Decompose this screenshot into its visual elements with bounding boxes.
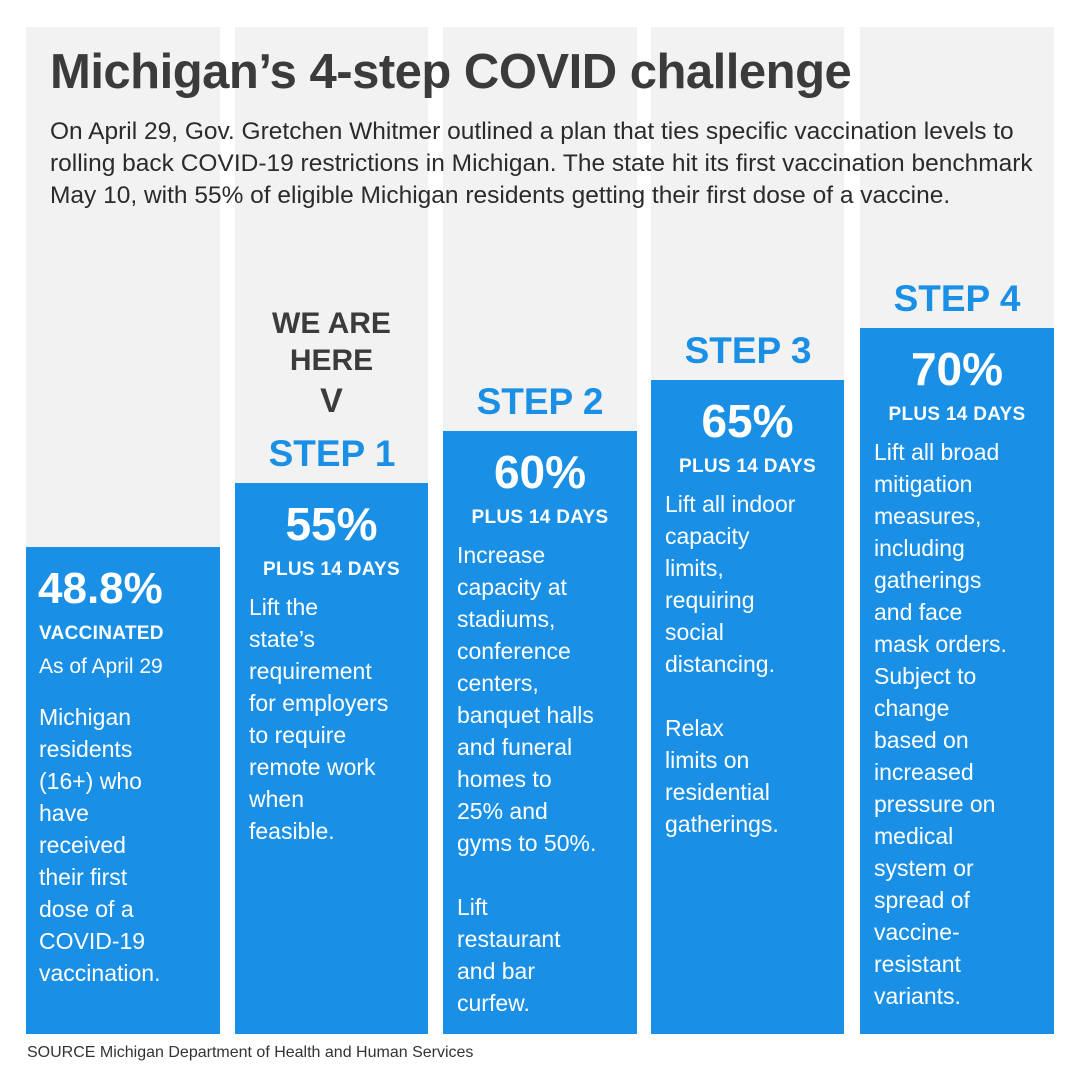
bar-sub-label: PLUS 14 DAYS: [888, 404, 1026, 425]
bar-date-label: As of April 29: [39, 655, 163, 678]
bar-description: Lift all indoor capacity limits, requiri…: [665, 491, 796, 837]
step-label: STEP 4: [893, 278, 1021, 319]
bar-sub-label: PLUS 14 DAYS: [678, 456, 816, 477]
step-label: STEP 2: [476, 381, 604, 422]
page-title: Michigan’s 4-step COVID challenge: [50, 45, 852, 99]
bar-value-label: 55%: [285, 498, 378, 550]
bar-step-4: 70% PLUS 14 DAYS Lift all broad mitigation…: [860, 328, 1054, 1034]
marker-line-1: WE ARE: [272, 307, 391, 340]
marker-line-2: HERE: [289, 344, 374, 377]
bar-sub-label: PLUS 14 DAYS: [471, 507, 609, 528]
step-label: STEP 3: [684, 330, 812, 371]
bar-sub-label: PLUS 14 DAYS: [262, 559, 400, 580]
down-arrow-icon: V: [320, 382, 343, 420]
bar-value-label: 60%: [493, 446, 587, 498]
we-are-here-marker: WE ARE HERE V: [235, 305, 428, 421]
bar-current: 48.8% VACCINATED As of April 29 Michigan re…: [26, 547, 220, 1034]
bar-description: Michigan residents (16+) who have receiv…: [39, 704, 161, 986]
intro-text: On April 29, Gov. Gretchen Whitmer outli…: [50, 118, 1033, 209]
bar-description: Lift the state’s requirement for employe…: [249, 594, 389, 844]
bar-step-1: 55% PLUS 14 DAYS Lift the state’s requirem…: [235, 483, 428, 1034]
bar-description: Increase capacity at stadiums, conferenc…: [457, 542, 597, 1016]
bar-sub-label: VACCINATED: [39, 623, 164, 644]
bar-description: Lift all broad mitigation measures, incl…: [874, 439, 1007, 1009]
bar-value-label: 65%: [701, 395, 794, 447]
bar-step-3: 65% PLUS 14 DAYS Lift all indoor capacity …: [651, 380, 844, 1034]
step-label: STEP 1: [268, 433, 396, 474]
bar-value-label: 48.8%: [38, 564, 163, 613]
bar-value-label: 70%: [910, 343, 1004, 395]
bar-step-2: 60% PLUS 14 DAYS Increase capacity at stad…: [443, 431, 637, 1034]
source-note: SOURCE Michigan Department of Health and…: [27, 1044, 474, 1061]
